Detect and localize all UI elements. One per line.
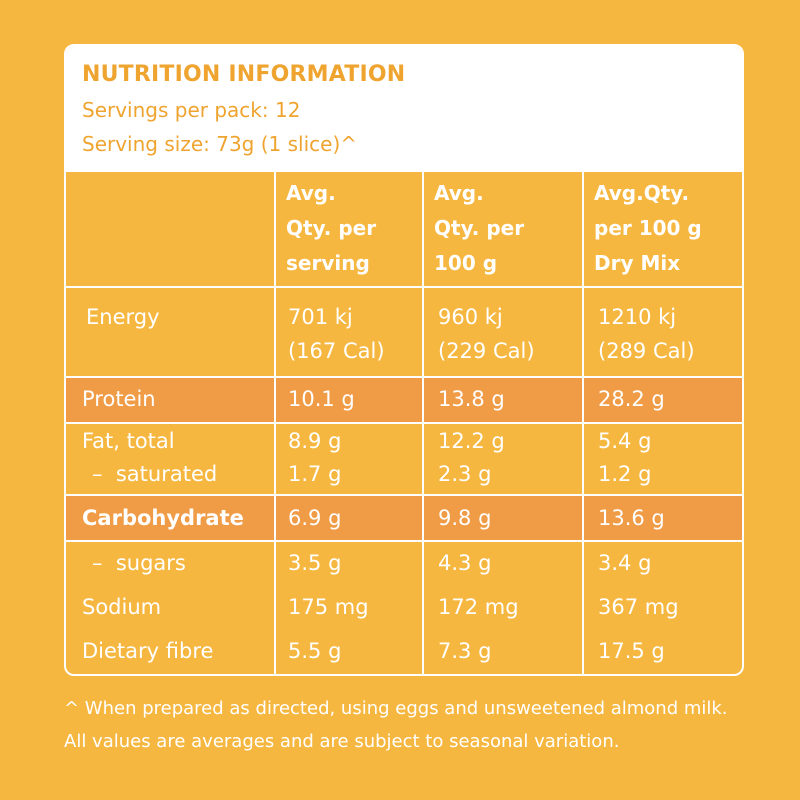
sodium-dry-mix: 367 mg [598, 595, 679, 619]
column-header-per-serving: Avg. Qty. per serving [286, 181, 377, 275]
row-label-fat: Fat, total [82, 429, 175, 453]
sugars-per-100g: 4.3 g [438, 551, 492, 575]
fat-per-serving: 8.9 g [288, 429, 342, 453]
nutrition-table: Avg. Qty. per serving Avg. Qty. per 100 g Av… [66, 172, 742, 674]
saturated-per-100g: 2.3 g [438, 462, 492, 486]
saturated-per-serving: 1.7 g [288, 462, 342, 486]
row-label-protein: Protein [82, 387, 156, 411]
row-divider [66, 494, 742, 496]
row-label-fibre: Dietary fibre [82, 639, 214, 663]
row-label-sugars: – sugars [92, 551, 186, 575]
footnote: ^ When prepared as directed, using eggs … [64, 698, 728, 752]
column-divider [422, 172, 424, 674]
sodium-per-serving: 175 mg [288, 595, 369, 619]
saturated-dry-mix: 1.2 g [598, 462, 652, 486]
header-row-divider [66, 286, 742, 288]
fibre-dry-mix: 17.5 g [598, 639, 665, 663]
panel-title: NUTRITION INFORMATION [82, 62, 406, 87]
column-divider [582, 172, 584, 674]
carbohydrate-per-100g: 9.8 g [438, 506, 492, 530]
fat-dry-mix: 5.4 g [598, 429, 652, 453]
fat-per-100g: 12.2 g [438, 429, 505, 453]
protein-dry-mix: 28.2 g [598, 387, 665, 411]
row-label-saturated: – saturated [92, 462, 218, 486]
carbohydrate-band [66, 496, 742, 540]
serving-size: Serving size: 73g (1 slice)^ [82, 132, 357, 156]
energy-per-serving: 701 kj (167 Cal) [288, 305, 385, 363]
column-divider [274, 172, 276, 674]
servings-per-pack: Servings per pack: 12 [82, 98, 301, 122]
nutrition-header: NUTRITION INFORMATION Servings per pack:… [66, 46, 742, 172]
energy-per-100g: 960 kj (229 Cal) [438, 305, 535, 363]
sugars-per-serving: 3.5 g [288, 551, 342, 575]
nutrition-panel: NUTRITION INFORMATION Servings per pack:… [64, 44, 744, 676]
column-header-dry-mix: Avg.Qty. per 100 g Dry Mix [594, 181, 702, 275]
protein-per-serving: 10.1 g [288, 387, 355, 411]
carbohydrate-dry-mix: 13.6 g [598, 506, 665, 530]
sodium-per-100g: 172 mg [438, 595, 519, 619]
carbohydrate-per-serving: 6.9 g [288, 506, 342, 530]
row-divider [66, 540, 742, 542]
row-label-sodium: Sodium [82, 595, 162, 619]
fibre-per-serving: 5.5 g [288, 639, 342, 663]
row-divider [66, 422, 742, 424]
sugars-dry-mix: 3.4 g [598, 551, 652, 575]
row-divider [66, 376, 742, 378]
fibre-per-100g: 7.3 g [438, 639, 492, 663]
column-header-per-100g: Avg. Qty. per 100 g [434, 181, 525, 275]
energy-dry-mix: 1210 kj (289 Cal) [598, 305, 695, 363]
row-label-energy: Energy [86, 305, 160, 329]
row-label-carbohydrate: Carbohydrate [82, 506, 244, 530]
protein-band [66, 378, 742, 422]
protein-per-100g: 13.8 g [438, 387, 505, 411]
